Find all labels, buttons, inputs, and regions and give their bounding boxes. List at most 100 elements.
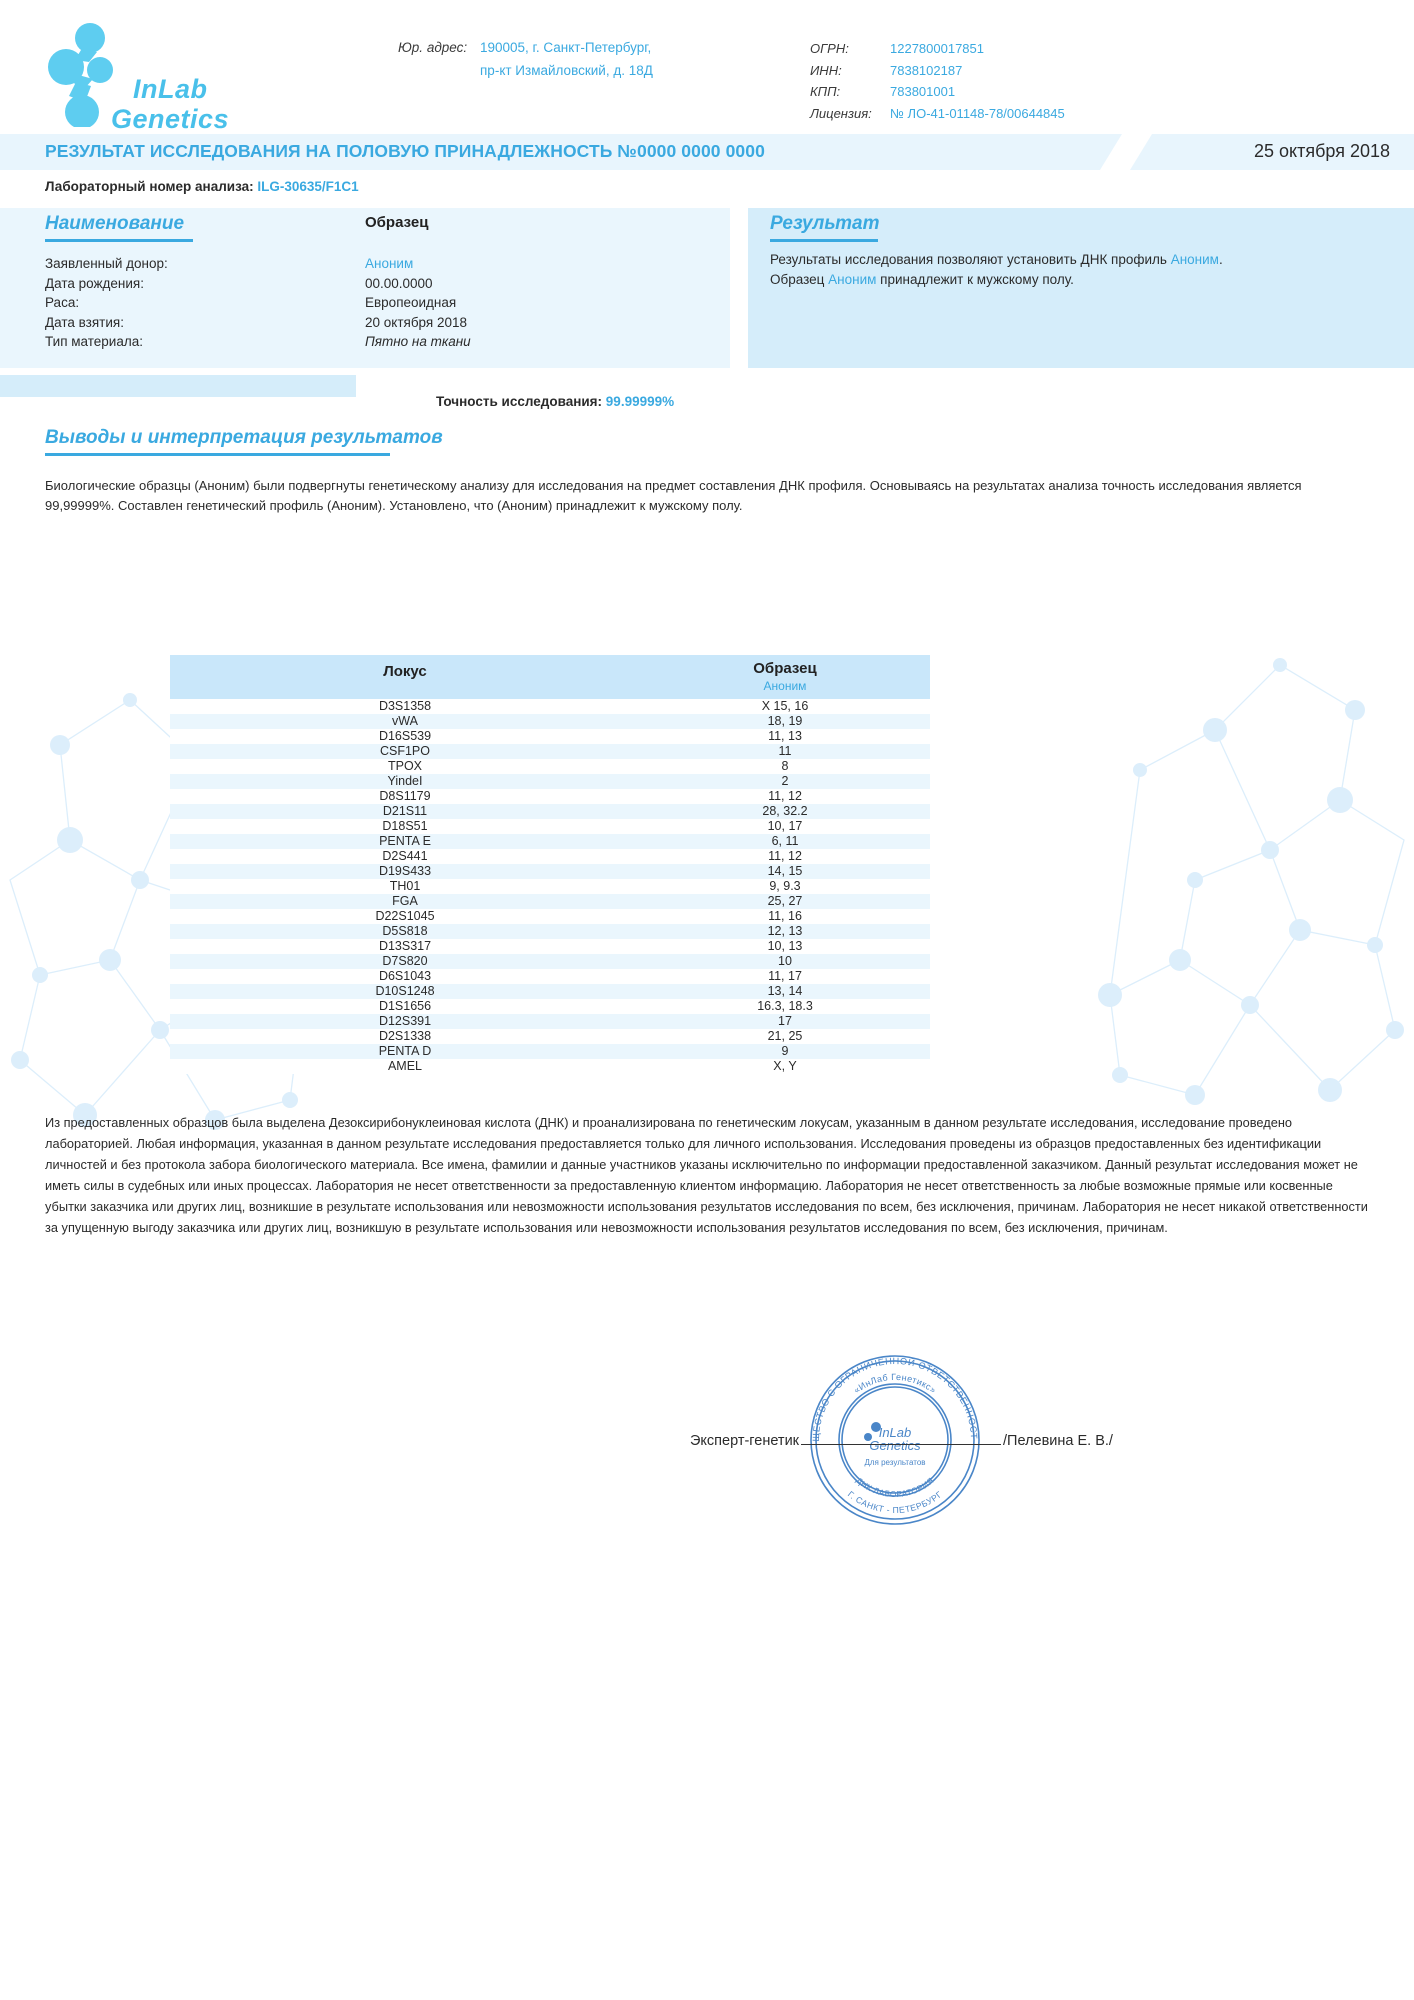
cell-value: 9, 9.3	[769, 879, 801, 893]
result-text-part-3: . Образец	[770, 252, 1223, 287]
cell-value: 11	[778, 744, 792, 758]
cell-value: 25, 27	[767, 894, 803, 908]
table-row: AMEL X, Y	[170, 1059, 930, 1074]
table-row: D2S441 11, 12	[170, 849, 930, 864]
signature-name: /Пелевина Е. В./	[1003, 1433, 1113, 1449]
section-heading-name-text: Наименование	[45, 213, 185, 234]
section-heading-sample: Образец	[365, 214, 429, 231]
cell-value: 11, 12	[768, 849, 802, 863]
cell-value: 17	[778, 1014, 792, 1028]
conclusions-paragraph: Биологические образцы (Аноним) были подв…	[45, 478, 1302, 513]
lab-number-value: ILG-30635/F1C1	[257, 179, 359, 194]
info-value-birthdate: 00.00.0000	[365, 275, 433, 291]
info-key-birthdate: Дата рождения:	[45, 275, 144, 291]
address-line-1: 190005, г. Санкт-Петербург,	[480, 40, 652, 55]
info-value-collection-date: 20 октября 2018	[365, 314, 468, 330]
report-title-bar: РЕЗУЛЬТАТ ИССЛЕДОВАНИЯ НА ПОЛОВУЮ ПРИНАД…	[0, 134, 1414, 170]
info-key-donor: Заявленный донор:	[45, 256, 168, 271]
result-donor-name-2: Аноним	[828, 271, 877, 287]
cell-locus: D6S1043	[378, 969, 432, 983]
title-bar-left-shape	[0, 134, 1122, 170]
column-header-sample: Образец Аноним	[640, 659, 930, 694]
signature-role: Эксперт-генетик	[690, 1433, 800, 1449]
cell-locus: TPOX	[387, 759, 423, 773]
disclaimer-paragraph: Из предоставленных образцов была выделен…	[45, 1115, 1368, 1235]
cell-locus: D10S1248	[375, 984, 435, 998]
cell-locus: D21S11	[382, 804, 428, 818]
cell-locus: D12S391	[378, 1014, 432, 1028]
report-date: 25 октября 2018	[1253, 141, 1390, 161]
requisite-key-license: Лицензия:	[810, 105, 872, 121]
table-row: D6S1043 11, 17	[170, 969, 930, 984]
requisite-row-license: Лицензия: № ЛО-41-01148-78/00644845	[810, 103, 1065, 125]
cell-value: 11, 17	[768, 969, 802, 983]
table-row: D10S1248 13, 14	[170, 984, 930, 999]
lab-number-label: Лабораторный номер анализа:	[45, 179, 254, 194]
cell-locus: D5S818	[382, 924, 428, 938]
info-value-material-type: Пятно на ткани	[365, 334, 471, 350]
table-row: D22S1045 11, 16	[170, 909, 930, 924]
heading-underline	[770, 239, 878, 242]
table-row: D3S1358 X 15, 16	[170, 699, 930, 714]
cell-locus: D2S441	[382, 849, 428, 863]
table-row: D8S1179 11, 12	[170, 789, 930, 804]
table-header-row: Локус Образец Аноним	[170, 655, 930, 699]
dna-molecule-logo-icon	[48, 23, 113, 129]
company-round-stamp: ОБЩЕСТВО С ОГРАНИЧЕННОЙ ОТВЕТСТВЕННОСТЬЮ…	[800, 1345, 980, 1525]
svg-text:Для результатов: Для результатов	[864, 1458, 925, 1467]
cell-value: 13, 14	[767, 984, 803, 998]
result-panel	[748, 208, 1414, 368]
table-row: TPOX 8	[170, 759, 930, 774]
requisite-row-kpp: КПП: 783801001	[810, 81, 1065, 103]
result-text-part-1: Результаты исследования позволяют	[770, 252, 1004, 267]
cell-locus: CSF1PO	[379, 744, 430, 758]
accuracy-bar-shape	[0, 375, 356, 397]
cell-value: 14, 15	[767, 864, 803, 878]
cell-value: 9	[781, 1044, 789, 1058]
title-bar-right-shape	[1130, 134, 1414, 170]
logo-line-1: InLab	[133, 74, 208, 104]
cell-locus: D22S1045	[375, 909, 435, 923]
table-row: D13S317 10, 13	[170, 939, 930, 954]
cell-locus: TH01	[389, 879, 421, 893]
accuracy-label: Точность исследования:	[436, 394, 603, 409]
section-heading-result-text: Результат	[770, 213, 880, 234]
cell-value: 16.3, 18.3	[757, 999, 813, 1013]
lab-number-line: Лабораторный номер анализа: ILG-30635/F1…	[45, 179, 359, 194]
result-text-part-2: установить ДНК профиль	[1007, 252, 1171, 267]
cell-locus: D13S317	[378, 939, 432, 953]
svg-text:ДНК ЛАБОРАТОРИЯ: ДНК ЛАБОРАТОРИЯ	[854, 1475, 936, 1499]
cell-value: 10, 17	[767, 819, 803, 833]
section-heading-conclusions-text: Выводы и интерпретация результатов	[45, 427, 443, 448]
table-body: D3S1358 X 15, 16 vWA 18, 19 D16S539 11, 13 CSF…	[170, 699, 930, 1074]
cell-value: X, Y	[773, 1059, 797, 1073]
table-row: D5S818 12, 13	[170, 924, 930, 939]
requisite-key-ogrn: ОГРН:	[810, 41, 849, 56]
cell-locus: vWA	[392, 714, 418, 728]
signature-line: Эксперт-генетик/Пелевина Е. В./	[690, 1430, 1113, 1449]
cell-value: 21, 25	[767, 1029, 803, 1043]
cell-value: 2	[781, 774, 789, 788]
requisite-value-kpp: 783801001	[890, 84, 956, 99]
cell-locus: D16S539	[378, 729, 432, 743]
info-value-donor: Аноним	[365, 256, 414, 271]
result-summary-text: Результаты исследования позволяют устано…	[770, 250, 1240, 289]
requisite-key-inn: ИНН:	[810, 62, 842, 78]
cell-locus: D19S433	[378, 864, 432, 878]
section-heading-name: Наименование	[45, 213, 193, 242]
requisite-row-ogrn: ОГРН: 1227800017851	[810, 38, 1065, 60]
requisite-row-inn: ИНН: 7838102187	[810, 60, 1065, 82]
table-row: CSF1PO 11	[170, 744, 930, 759]
cell-value: 10	[778, 954, 792, 968]
cell-locus: D7S820	[382, 954, 428, 968]
cell-locus: D8S1179	[379, 789, 431, 803]
table-row: D12S391 17	[170, 1014, 930, 1029]
company-requisites-block: ОГРН: 1227800017851 ИНН: 7838102187 КПП: 78…	[810, 38, 1065, 124]
legal-address-label: Юр. адрес:	[398, 40, 468, 55]
table-row: D21S11 28, 32.2	[170, 804, 930, 819]
cell-value: 11, 16	[768, 909, 802, 923]
column-header-sample-title: Образец	[753, 660, 817, 677]
inlab-genetics-logo: InLab Genetics	[45, 22, 265, 134]
heading-underline	[45, 453, 390, 456]
